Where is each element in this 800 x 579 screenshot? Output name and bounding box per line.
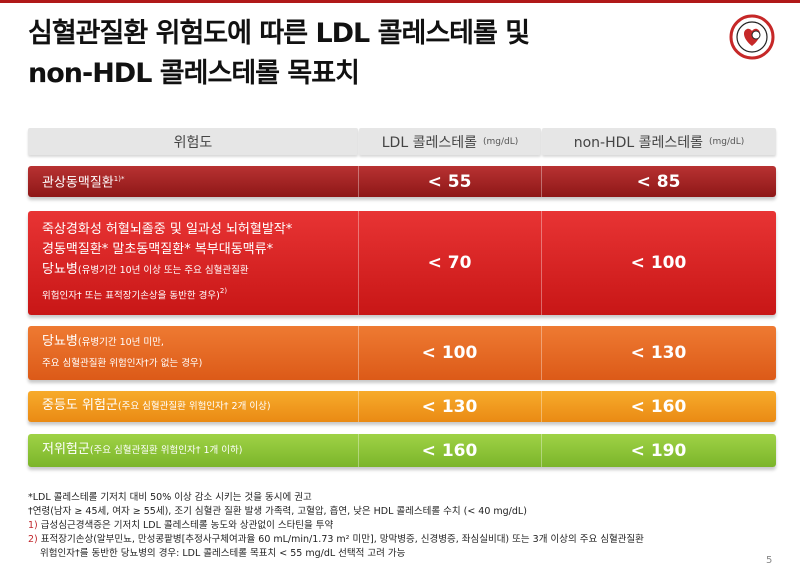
footnotes: *LDL 콜레스테롤 기저치 대비 50% 이상 감소 시키는 것을 동시에 권… bbox=[28, 491, 768, 561]
footnote-text: 급성심근경색증은 기저치 LDL 콜레스테롤 농도와 상관없이 스타틴을 투약 bbox=[37, 520, 334, 531]
nonhdl-target: < 160 bbox=[630, 396, 687, 417]
risk-row-very-high: 죽상경화성 허혈뇌졸중 및 일과성 뇌허혈발작* 경동맥질환* 말초동맥질환* … bbox=[28, 211, 776, 315]
footnote-marker: 2) bbox=[28, 534, 38, 545]
page-number: 5 bbox=[766, 555, 773, 566]
risk-name: 저위험군 bbox=[42, 442, 90, 457]
divider bbox=[541, 434, 542, 467]
ldl-target: < 160 bbox=[421, 440, 478, 461]
risk-name: 관상동맥질환 bbox=[42, 175, 114, 191]
risk-label-line: 관상동맥질환1)* bbox=[42, 169, 358, 193]
risk-name: 당뇨병 bbox=[42, 334, 78, 349]
footnote-2: 2) 표적장기손상(알부민뇨, 만성콩팥병[추정사구체여과율 60 mL/min… bbox=[28, 533, 768, 547]
divider bbox=[358, 326, 359, 380]
header-ldl-label: LDL 콜레스테롤 bbox=[381, 134, 477, 151]
footnote-2-cont: 위험인자†를 동반한 당뇨병의 경우: LDL 콜레스테롤 목표치 < 55 m… bbox=[40, 548, 406, 559]
title-line-2: non-HDL 콜레스테롤 목표치 bbox=[28, 58, 360, 89]
divider bbox=[358, 166, 359, 197]
risk-condition: 주요 심혈관질환 위험인자†가 없는 경우) bbox=[42, 358, 203, 369]
page-title: 심혈관질환 위험도에 따른 LDL 콜레스테롤 및 non-HDL 콜레스테롤 … bbox=[28, 14, 728, 94]
risk-label: 당뇨병(유병기간 10년 미만, 주요 심혈관질환 위험인자†가 없는 경우) bbox=[28, 326, 358, 380]
divider bbox=[541, 166, 542, 197]
risk-label-line-1: 죽상경화성 허혈뇌졸중 및 일과성 뇌허혈발작* bbox=[42, 221, 293, 237]
risk-condition: 위험인자† 또는 표적장기손상을 동반한 경우) bbox=[42, 290, 220, 302]
divider bbox=[358, 391, 359, 422]
header-nonhdl: non-HDL 콜레스테롤 (mg/dL) bbox=[542, 128, 776, 155]
header-ldl: LDL 콜레스테롤 (mg/dL) bbox=[359, 128, 541, 155]
risk-row-low: 저위험군(주요 심혈관질환 위험인자† 1개 이하) < 160 < 190 bbox=[28, 434, 776, 467]
ldl-target: < 100 bbox=[421, 343, 478, 363]
divider bbox=[358, 211, 359, 315]
header-ldl-unit: (mg/dL) bbox=[482, 136, 519, 147]
risk-name: 당뇨병 bbox=[42, 261, 78, 277]
risk-row-coronary: 관상동맥질환1)* < 55 < 85 bbox=[28, 166, 776, 197]
footnote-ref: 1)* bbox=[113, 175, 125, 184]
nonhdl-target: < 100 bbox=[630, 253, 687, 273]
risk-condition: (유병기간 10년 이상 또는 주요 심혈관질환 bbox=[77, 264, 249, 276]
risk-row-high: 당뇨병(유병기간 10년 미만, 주요 심혈관질환 위험인자†가 없는 경우) … bbox=[28, 326, 776, 380]
footnote-1: 1) 급성심근경색증은 기저치 LDL 콜레스테롤 농도와 상관없이 스타틴을 … bbox=[28, 519, 768, 533]
divider bbox=[358, 434, 359, 467]
risk-label-line: 저위험군(주요 심혈관질환 위험인자† 1개 이하) bbox=[42, 440, 358, 461]
ldl-target: < 55 bbox=[427, 171, 472, 192]
risk-label: 저위험군(주요 심혈관질환 위험인자† 1개 이하) bbox=[28, 434, 358, 467]
risk-label: 중등도 위험군(주요 심혈관질환 위험인자† 2개 이상) bbox=[28, 391, 358, 422]
footnote-asterisk: *LDL 콜레스테롤 기저치 대비 50% 이상 감소 시키는 것을 동시에 권… bbox=[28, 492, 312, 503]
divider bbox=[541, 326, 542, 380]
risk-condition: (주요 심혈관질환 위험인자† 1개 이하) bbox=[89, 445, 243, 456]
risk-label-line-3: 당뇨병(유병기간 10년 이상 또는 주요 심혈관질환 bbox=[42, 260, 358, 281]
risk-name: 중등도 위험군 bbox=[42, 398, 118, 413]
footnote-text: 표적장기손상(알부민뇨, 만성콩팥병[추정사구체여과율 60 mL/min/1.… bbox=[37, 534, 644, 545]
risk-label: 관상동맥질환1)* bbox=[28, 166, 358, 197]
footnote-marker: 1) bbox=[28, 520, 38, 531]
risk-label-line-1: 당뇨병(유병기간 10년 미만, bbox=[42, 332, 358, 353]
footnote-dagger: †연령(남자 ≥ 45세, 여자 ≥ 55세), 조기 심혈관 질환 발생 가족… bbox=[28, 506, 527, 517]
risk-label-line: 중등도 위험군(주요 심혈관질환 위험인자† 2개 이상) bbox=[42, 396, 358, 417]
risk-condition: (주요 심혈관질환 위험인자† 2개 이상) bbox=[117, 401, 271, 412]
nonhdl-target: < 190 bbox=[630, 440, 687, 461]
ldl-target: < 130 bbox=[421, 396, 478, 417]
divider bbox=[541, 211, 542, 315]
risk-row-moderate: 중등도 위험군(주요 심혈관질환 위험인자† 2개 이상) < 130 < 16… bbox=[28, 391, 776, 422]
ldl-target: < 70 bbox=[427, 253, 472, 273]
divider bbox=[541, 391, 542, 422]
top-accent-line bbox=[0, 0, 800, 3]
header-nonhdl-unit: (mg/dL) bbox=[709, 136, 745, 147]
risk-label: 죽상경화성 허혈뇌졸중 및 일과성 뇌허혈발작* 경동맥질환* 말초동맥질환* … bbox=[28, 211, 358, 315]
nonhdl-target: < 85 bbox=[636, 171, 681, 192]
risk-label-line-4: 위험인자† 또는 표적장기손상을 동반한 경우)2) bbox=[42, 281, 358, 306]
header-nonhdl-label: non-HDL 콜레스테롤 bbox=[573, 134, 704, 151]
nonhdl-target: < 130 bbox=[630, 343, 687, 363]
risk-condition: (유병기간 10년 미만, bbox=[77, 337, 164, 348]
title-line-1: 심혈관질환 위험도에 따른 LDL 콜레스테롤 및 bbox=[28, 18, 530, 49]
society-logo-icon bbox=[729, 14, 775, 60]
footnote-ref: 2) bbox=[219, 286, 228, 295]
risk-label-line-2: 경동맥질환* 말초동맥질환* 복부대동맥류* bbox=[42, 241, 274, 257]
risk-label-line-2: 주요 심혈관질환 위험인자†가 없는 경우) bbox=[42, 353, 358, 374]
header-risk: 위험도 bbox=[28, 128, 358, 155]
header-risk-label: 위험도 bbox=[173, 134, 213, 151]
